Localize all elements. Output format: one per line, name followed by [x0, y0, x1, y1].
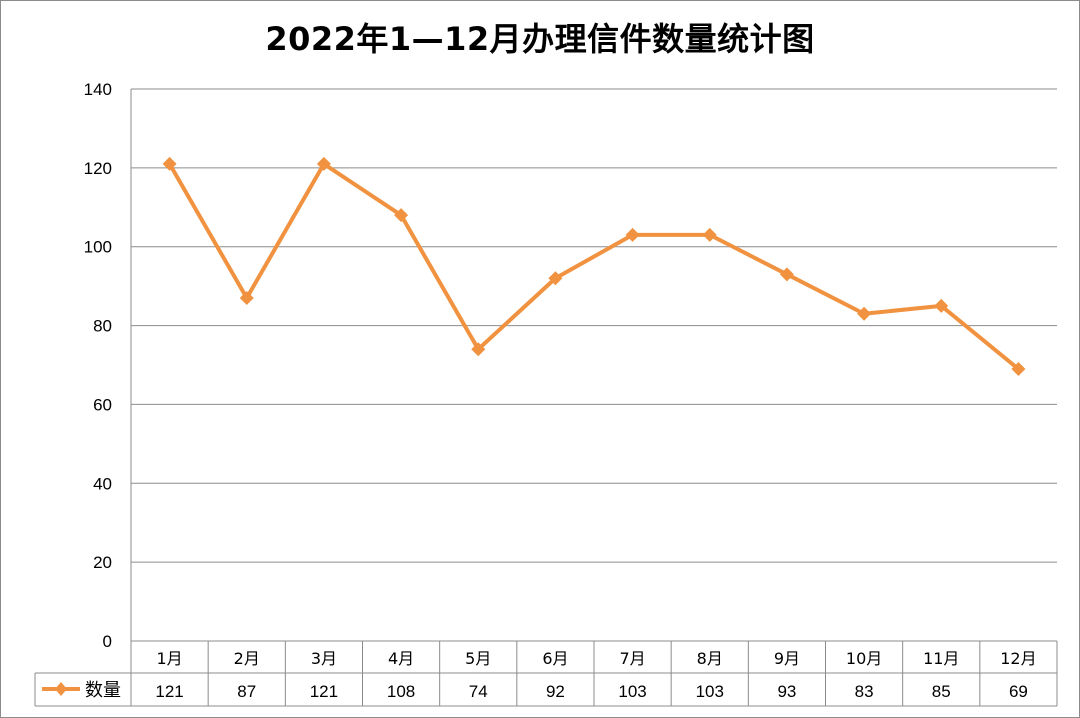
y-tick-label: 0	[103, 632, 112, 651]
data-point-marker	[471, 342, 486, 357]
data-point-marker	[316, 156, 331, 171]
x-category-label: 12月	[1000, 649, 1036, 668]
data-table-value: 85	[932, 682, 951, 701]
x-category-label: 8月	[697, 649, 723, 668]
data-table-value: 92	[546, 682, 565, 701]
data-point-marker	[934, 298, 949, 313]
x-category-label: 9月	[774, 649, 800, 668]
data-table-value: 108	[387, 682, 415, 701]
y-tick-label: 100	[84, 238, 112, 257]
x-category-label: 1月	[156, 649, 182, 668]
series-line-path	[167, 161, 1021, 371]
x-category-label: 3月	[311, 649, 337, 668]
legend-marker	[55, 682, 67, 696]
legend-label: 数量	[85, 680, 121, 701]
data-point-marker	[394, 208, 409, 223]
data-table-value: 121	[310, 682, 338, 701]
series-line	[162, 156, 1026, 376]
data-table-value: 83	[855, 682, 874, 701]
data-point-marker	[779, 267, 794, 282]
data-point-marker	[548, 271, 563, 286]
y-tick-label: 20	[93, 553, 112, 572]
data-table-value: 121	[155, 682, 183, 701]
data-table-value: 87	[237, 682, 256, 701]
data-table-value: 93	[777, 682, 796, 701]
x-category-label: 6月	[542, 649, 568, 668]
y-tick-label: 60	[93, 395, 112, 414]
data-point-marker	[625, 227, 640, 242]
data-table-value: 103	[618, 682, 646, 701]
gridlines	[131, 88, 1057, 563]
x-category-label: 11月	[923, 649, 959, 668]
x-category-label: 2月	[234, 649, 260, 668]
data-point-marker	[239, 290, 254, 305]
data-point-marker	[162, 156, 177, 171]
x-category-label: 10月	[846, 649, 882, 668]
data-point-marker	[857, 306, 872, 321]
y-tick-label: 120	[84, 159, 112, 178]
data-table-value: 74	[469, 682, 488, 701]
x-category-label: 7月	[619, 649, 645, 668]
y-tick-label: 80	[93, 317, 112, 336]
x-category-label: 4月	[388, 649, 414, 668]
y-tick-label: 140	[84, 80, 112, 99]
data-point-marker	[1011, 361, 1026, 376]
data-point-marker	[702, 227, 717, 242]
data-table: 1月 121 2月 87 3月 121 4月 108 5月 74 6月 92 7月 103 8月 103 9月 9…	[34, 640, 1058, 707]
y-tick-label: 40	[93, 474, 112, 493]
y-axis: 0 20 40 60 80 100 120 140	[84, 80, 132, 651]
x-category-label: 5月	[465, 649, 491, 668]
data-table-value: 69	[1009, 682, 1028, 701]
data-table-value: 103	[696, 682, 724, 701]
chart-title: 2022年1—12月办理信件数量统计图	[265, 20, 815, 58]
